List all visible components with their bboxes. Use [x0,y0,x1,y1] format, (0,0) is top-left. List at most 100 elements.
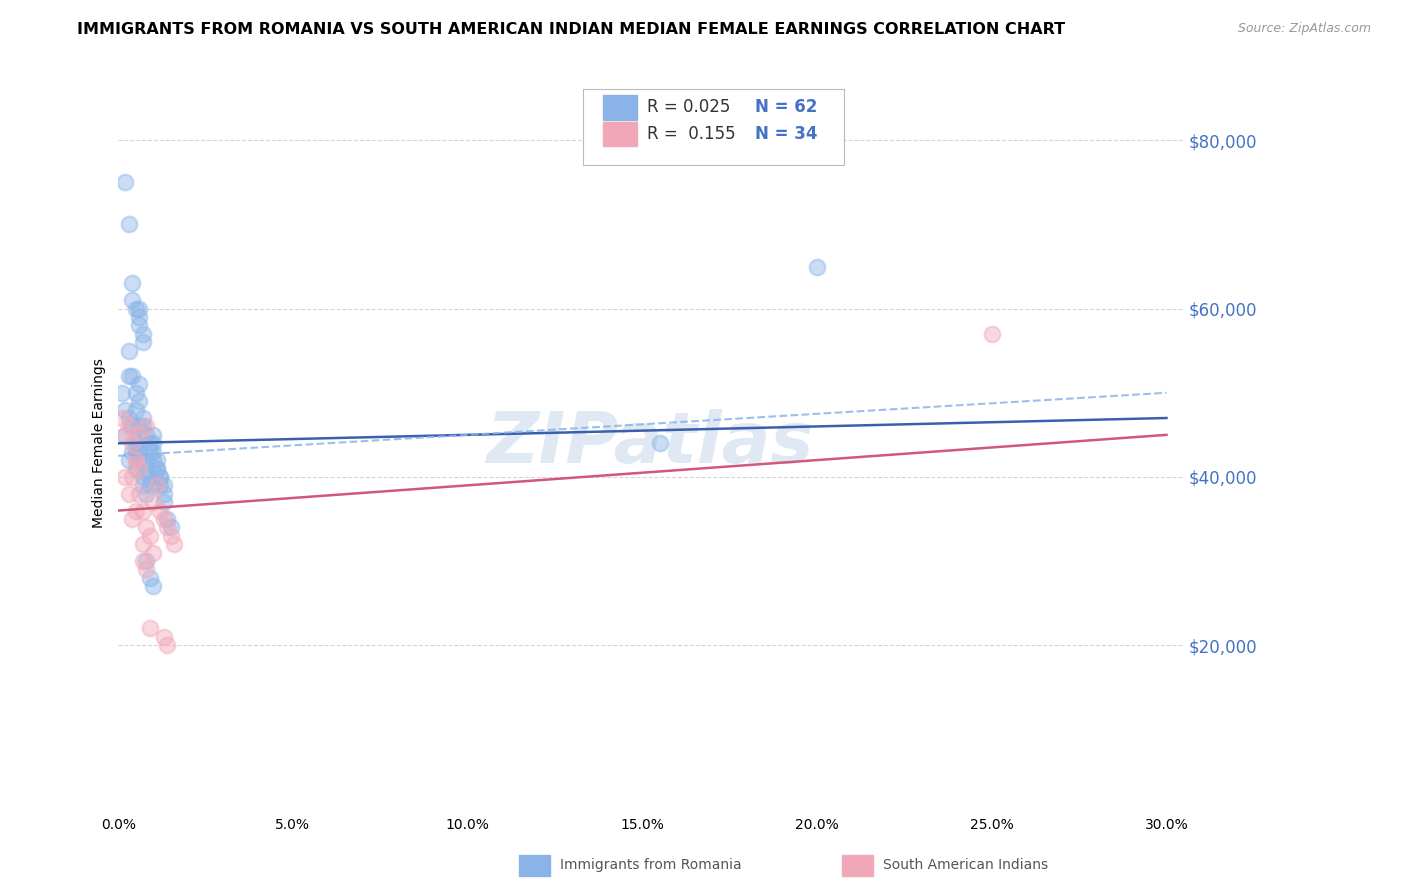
Point [648,436,671,450]
Point [114,470,136,484]
Point [149,470,172,484]
Text: R =  0.155: R = 0.155 [647,125,735,143]
Point [117,343,139,358]
Point [124,453,146,467]
Point [121,277,143,291]
Point [131,335,153,350]
Point [145,461,167,475]
Point [135,487,157,501]
Text: Immigrants from Romania: Immigrants from Romania [560,858,741,872]
Point [117,218,139,232]
Point [152,478,174,492]
Point [152,495,174,509]
Point [124,444,146,458]
Point [128,301,150,316]
Point [121,368,143,383]
Point [124,436,146,450]
Point [111,411,134,425]
Point [128,461,150,475]
Point [138,436,160,450]
Point [152,487,174,501]
Point [152,512,174,526]
Point [117,419,139,434]
Point [128,394,150,409]
Point [117,368,139,383]
Point [121,436,143,450]
Point [149,478,172,492]
Point [135,562,157,576]
Point [138,470,160,484]
Point [159,529,181,543]
Point [131,411,153,425]
Point [121,512,143,526]
Point [152,630,174,644]
Point [131,326,153,341]
Point [124,385,146,400]
Text: R = 0.025: R = 0.025 [647,98,730,116]
Point [142,453,165,467]
Point [142,546,165,560]
Point [128,427,150,442]
Point [142,495,165,509]
Point [128,453,150,467]
Point [142,427,165,442]
Point [135,419,157,434]
Point [149,470,172,484]
Point [128,436,150,450]
Point [156,512,179,526]
Point [114,402,136,417]
Point [121,444,143,458]
Point [124,503,146,517]
Point [156,520,179,534]
Point [121,419,143,434]
Point [128,377,150,392]
Point [117,453,139,467]
Point [142,436,165,450]
Point [121,470,143,484]
Point [114,427,136,442]
Point [145,461,167,475]
Point [111,385,134,400]
Point [128,310,150,324]
Point [980,326,1002,341]
Point [135,520,157,534]
Point [163,537,186,551]
Point [128,419,150,434]
Point [159,520,181,534]
Point [142,579,165,593]
Point [131,470,153,484]
Point [138,444,160,458]
Text: IMMIGRANTS FROM ROMANIA VS SOUTH AMERICAN INDIAN MEDIAN FEMALE EARNINGS CORRELAT: IMMIGRANTS FROM ROMANIA VS SOUTH AMERICA… [77,22,1066,37]
Text: Source: ZipAtlas.com: Source: ZipAtlas.com [1237,22,1371,36]
Point [135,554,157,568]
Point [806,260,828,274]
Point [114,427,136,442]
Point [128,318,150,333]
Point [131,419,153,434]
Point [156,638,179,652]
Text: ZIPatlas: ZIPatlas [488,409,814,478]
Point [135,453,157,467]
Point [142,444,165,458]
Text: South American Indians: South American Indians [883,858,1047,872]
Point [135,427,157,442]
Text: N = 62: N = 62 [755,98,817,116]
Point [131,503,153,517]
Text: N = 34: N = 34 [755,125,817,143]
Point [131,554,153,568]
Point [117,411,139,425]
Point [149,503,172,517]
Point [131,537,153,551]
Point [138,478,160,492]
Point [128,444,150,458]
Point [145,478,167,492]
Point [114,175,136,189]
Point [138,621,160,635]
Point [138,529,160,543]
Point [138,571,160,585]
Point [135,461,157,475]
Y-axis label: Median Female Earnings: Median Female Earnings [93,359,107,528]
Point [124,461,146,475]
Point [124,453,146,467]
Point [117,487,139,501]
